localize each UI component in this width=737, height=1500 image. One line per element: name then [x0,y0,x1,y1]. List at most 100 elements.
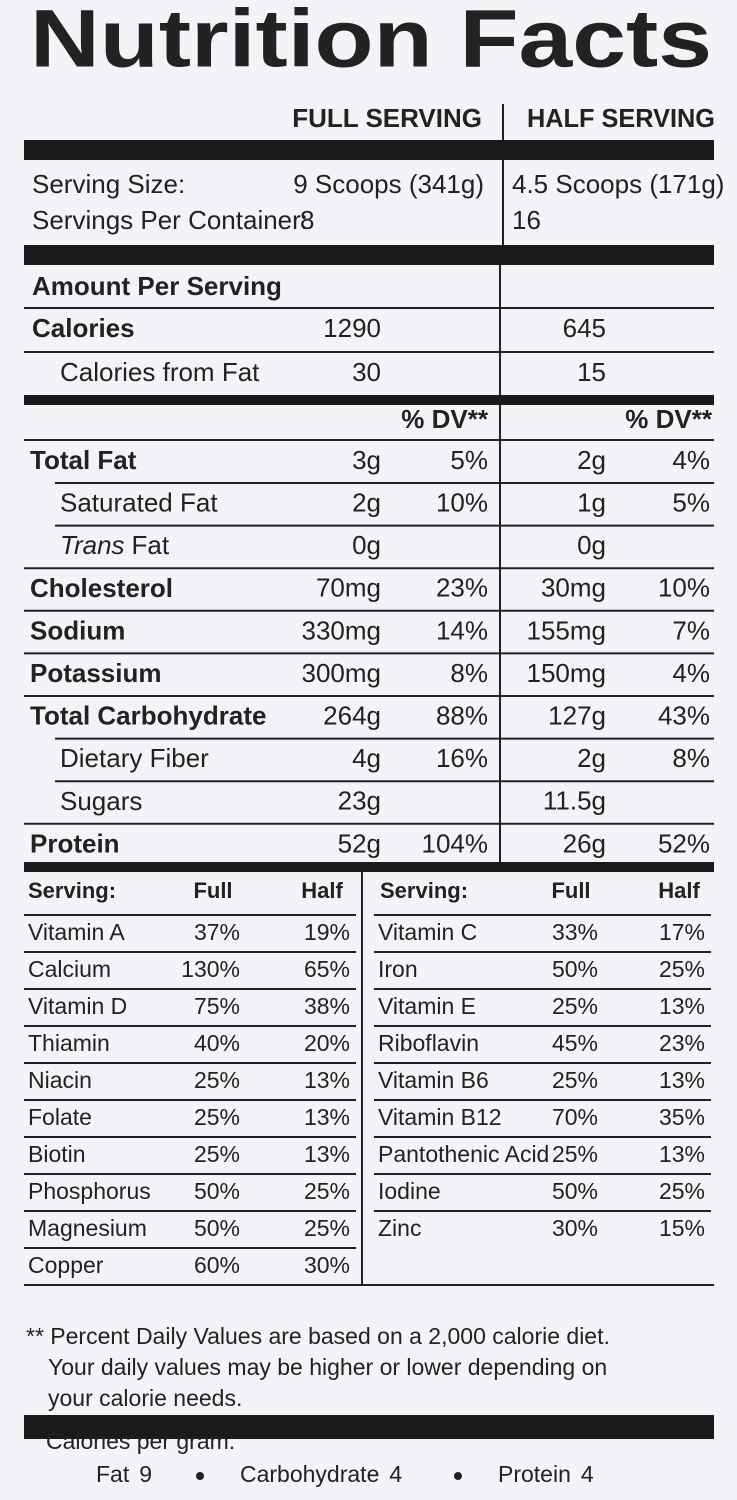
vitamin-name: Copper [28,1252,104,1278]
column-header: FULL SERVING [292,103,482,133]
value: 1290 [323,313,381,343]
amount: 52g [338,828,381,858]
vitamin-half: 25% [659,1178,705,1204]
amount: 30mg [541,573,606,603]
amount: 70mg [316,573,381,603]
nutrient-name-part: Protein [30,828,120,858]
vitamin-full: 130% [181,956,240,982]
vitamin-full: 25% [194,1067,240,1093]
nutrient-name: Dietary Fiber [60,743,209,773]
vitamin-half: 25% [304,1178,350,1204]
vitamin-name: Zinc [378,1215,421,1241]
thick-rule [24,1415,714,1439]
vitamin-full: 25% [194,1141,240,1167]
amount: 2g [352,487,381,517]
vitamin-full: 75% [194,993,240,1019]
daily-value: 4% [672,445,710,475]
vitamin-half: 13% [659,993,705,1019]
column-header: HALF SERVING [527,103,715,133]
vitamin-name: Folate [28,1104,92,1130]
calorie-factor-name: Fat [96,1461,130,1487]
vitamin-name: Vitamin E [378,993,476,1019]
daily-value: 8% [450,658,488,688]
daily-value: 43% [658,700,710,730]
vitamin-full: 25% [194,1104,240,1130]
footnote: Your daily values may be higher or lower… [48,1354,607,1380]
nutrient-name: Potassium [30,658,162,688]
vitamin-half: 13% [304,1104,350,1130]
vitamin-half: 13% [659,1067,705,1093]
nutrient-name: Saturated Fat [60,487,218,517]
label: Calories [32,313,135,343]
title: Nutrition Facts [30,0,712,85]
vitamin-full: 25% [552,993,598,1019]
amount: 2g [577,743,606,773]
amount: 0g [352,530,381,560]
daily-value: 8% [672,743,710,773]
vitamin-header: Full [551,878,590,903]
calorie-factor-value: 4 [389,1461,402,1487]
vitamin-name: Iron [378,956,418,982]
vitamin-name: Vitamin C [378,919,477,945]
vitamin-header: Full [193,878,232,903]
vitamin-name: Riboflavin [378,1030,479,1056]
vitamin-half: 35% [659,1104,705,1130]
calorie-factor-value: 4 [581,1461,594,1487]
vitamin-half: 15% [659,1215,705,1241]
calorie-factor: Fat 9 [96,1461,152,1487]
vitamin-name: Phosphorus [28,1178,151,1204]
footnote: your calorie needs. [48,1385,242,1411]
label: Servings Per Container: [32,205,308,235]
nutrient-name-part: Sugars [60,786,142,816]
vitamin-name: Thiamin [28,1030,110,1056]
nutrient-name-part: Saturated Fat [60,487,218,517]
nutrient-name-part: Fat [132,530,170,560]
nutrient-name-part: Trans [60,530,125,560]
calorie-factor-name: Carbohydrate [240,1461,379,1487]
label: Calories per gram: [46,1428,235,1454]
amount: 150mg [527,658,607,688]
vitamin-half: 13% [304,1067,350,1093]
daily-value: 10% [658,573,710,603]
vitamin-full: 37% [194,919,240,945]
daily-value: 5% [450,445,488,475]
daily-value: 4% [672,658,710,688]
dv-header: % DV** [625,404,713,434]
vitamin-full: 70% [552,1104,598,1130]
amount: 330mg [302,615,382,645]
nutrient-name-part: Total Fat [30,445,137,475]
value: 645 [563,313,606,343]
vitamin-half: 13% [304,1141,350,1167]
amount: 3g [352,445,381,475]
nutrient-name: Cholesterol [30,573,173,603]
vitamin-full: 60% [194,1252,240,1278]
amount: 0g [577,530,606,560]
daily-value: 14% [436,615,488,645]
daily-value: 10% [436,487,488,517]
nutrient-name-part: Dietary Fiber [60,743,209,773]
vitamin-name: Niacin [28,1067,92,1093]
nutrient-name: Protein [30,828,120,858]
vitamin-name: Magnesium [28,1215,147,1241]
nutrient-name-part: Potassium [30,658,162,688]
vitamin-half: 20% [304,1030,350,1056]
nutrient-name-part: Cholesterol [30,573,173,603]
label: Calories from Fat [60,357,260,387]
vitamin-half: 19% [304,919,350,945]
vitamin-half: 25% [304,1215,350,1241]
vitamin-name: Vitamin B12 [378,1104,502,1130]
vitamin-name: Vitamin A [28,919,125,945]
amount: 127g [548,700,606,730]
vitamin-name: Iodine [378,1178,441,1204]
daily-value: 88% [436,700,488,730]
vitamin-full: 30% [552,1215,598,1241]
vitamin-full: 40% [194,1030,240,1056]
amount: 26g [563,828,606,858]
vitamin-half: 30% [304,1252,350,1278]
amount: 4g [352,743,381,773]
daily-value: 7% [672,615,710,645]
vitamin-half: 13% [659,1141,705,1167]
dv-header: % DV** [401,404,489,434]
